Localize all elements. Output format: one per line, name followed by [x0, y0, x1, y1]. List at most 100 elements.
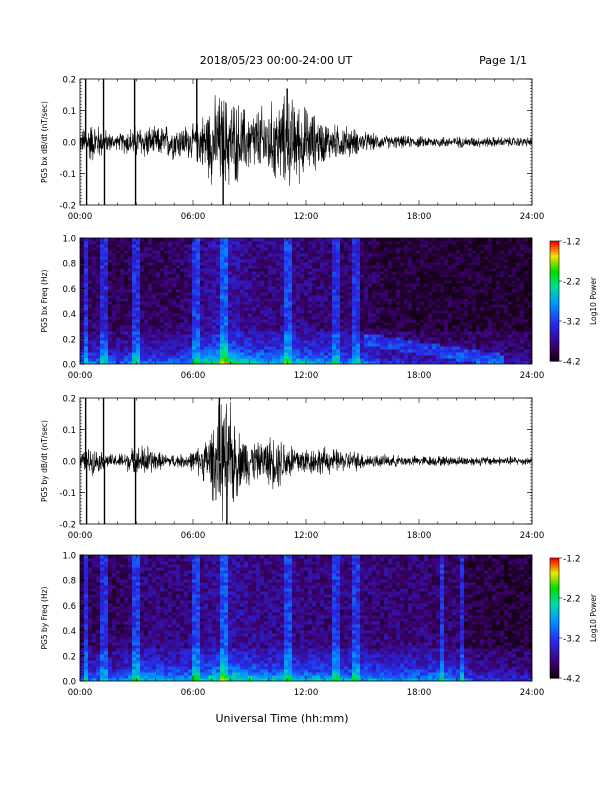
- spectrogram-cell: [232, 292, 237, 296]
- spectrogram-cell: [104, 313, 109, 317]
- spectrogram-cell: [392, 304, 397, 308]
- spectrogram-cell: [252, 292, 257, 296]
- spectrogram-cell: [148, 358, 153, 362]
- spectrogram-cell: [188, 355, 193, 359]
- spectrogram-cell: [420, 301, 425, 305]
- spectrogram-cell: [508, 277, 513, 281]
- spectrogram-cell: [360, 334, 365, 338]
- spectrogram-cell: [252, 313, 257, 317]
- spectrogram-cell: [84, 334, 89, 338]
- spectrogram-cell: [264, 244, 269, 248]
- spectrogram-cell: [384, 319, 389, 323]
- spectrogram-cell: [248, 283, 253, 287]
- spectrogram-cell: [264, 343, 269, 347]
- spectrogram-cell: [108, 271, 113, 275]
- spectrogram-cell: [276, 334, 281, 338]
- spectrogram-cell: [124, 277, 129, 281]
- spectrogram-cell: [84, 241, 89, 245]
- spectrogram-cell: [272, 250, 277, 254]
- spectrogram-cell: [376, 313, 381, 317]
- spectrogram-cell: [216, 277, 221, 281]
- spectrogram-cell: [404, 316, 409, 320]
- spectrogram-cell: [388, 319, 393, 323]
- spectrogram-cell: [188, 310, 193, 314]
- spectrogram-cell: [256, 322, 261, 326]
- colorbar-swatch: [550, 301, 559, 304]
- spectrogram-cell: [440, 274, 445, 278]
- spectrogram-cell: [480, 343, 485, 347]
- spectrogram-cell: [256, 319, 261, 323]
- spectrogram-cell: [420, 283, 425, 287]
- spectrogram-cell: [508, 283, 513, 287]
- spectrogram-cell: [448, 349, 453, 353]
- spectrogram-cell: [168, 289, 173, 293]
- spectrogram-cell: [312, 295, 317, 299]
- spectrogram-cell: [464, 331, 469, 335]
- spectrogram-cell: [392, 259, 397, 263]
- spectrogram-cell: [244, 259, 249, 263]
- spectrogram-cell: [400, 322, 405, 326]
- colorbar-swatch: [550, 355, 559, 358]
- spectrogram-cell: [212, 343, 217, 347]
- spectrogram-cell: [148, 319, 153, 323]
- spectrogram-cell: [336, 313, 341, 317]
- spectrogram-cell: [504, 340, 509, 344]
- spectrogram-cell: [92, 352, 97, 356]
- spectrogram-cell: [496, 355, 501, 359]
- spectrogram-cell: [524, 346, 529, 350]
- spectrogram-cell: [488, 280, 493, 284]
- spectrogram-cell: [276, 322, 281, 326]
- spectrogram-cell: [364, 247, 369, 251]
- spectrogram-cell: [504, 274, 509, 278]
- spectrogram-cell: [260, 322, 265, 326]
- spectrogram-cell: [220, 328, 225, 332]
- spectrogram-cell: [192, 301, 197, 305]
- spectrogram-cell: [292, 340, 297, 344]
- spectrogram-cell: [376, 250, 381, 254]
- spectrogram-cell: [400, 349, 405, 353]
- spectrogram-cell: [220, 271, 225, 275]
- spectrogram-cell: [316, 289, 321, 293]
- spectrogram-cell: [464, 346, 469, 350]
- spectrogram-cell: [328, 346, 333, 350]
- spectrogram-cell: [296, 298, 301, 302]
- spectrogram-cell: [120, 319, 125, 323]
- spectrogram-cell: [232, 295, 237, 299]
- colorbar-swatch: [550, 335, 559, 338]
- spectrogram-cell: [412, 310, 417, 314]
- spectrogram-cell: [500, 325, 505, 329]
- spectrogram-cell: [448, 361, 453, 364]
- spectrogram-cell: [472, 241, 477, 245]
- spectrogram-cell: [380, 262, 385, 266]
- spectrogram-cell: [184, 265, 189, 269]
- spectrogram-cell: [472, 247, 477, 251]
- spectrogram-cell: [144, 253, 149, 257]
- spectrogram-cell: [528, 283, 532, 287]
- spectrogram-cell: [380, 277, 385, 281]
- spectrogram-cell: [132, 313, 137, 317]
- spectrogram-cell: [176, 271, 181, 275]
- spectrogram-cell: [408, 298, 413, 302]
- spectrogram-cell: [356, 295, 361, 299]
- spectrogram-cell: [200, 238, 205, 242]
- spectrogram-cell: [524, 325, 529, 329]
- spectrogram-cell: [252, 307, 257, 311]
- spectrogram-cell: [440, 298, 445, 302]
- spectrogram-cell: [84, 349, 89, 353]
- spectrogram-cell: [300, 256, 305, 260]
- spectrogram-cell: [84, 256, 89, 260]
- spectrogram-cell: [452, 325, 457, 329]
- spectrogram-cell: [396, 241, 401, 245]
- spectrogram-cell: [436, 331, 441, 335]
- spectrogram-cell: [108, 343, 113, 347]
- spectrogram-cell: [308, 349, 313, 353]
- spectrogram-cell: [404, 298, 409, 302]
- spectrogram-cell: [248, 256, 253, 260]
- spectrogram-cell: [240, 247, 245, 251]
- spectrogram-cell: [452, 250, 457, 254]
- spectrogram-cell: [376, 271, 381, 275]
- spectrogram-cell: [152, 277, 157, 281]
- spectrogram-cell: [496, 310, 501, 314]
- spectrogram-cell: [180, 352, 185, 356]
- spectrogram-cell: [356, 265, 361, 269]
